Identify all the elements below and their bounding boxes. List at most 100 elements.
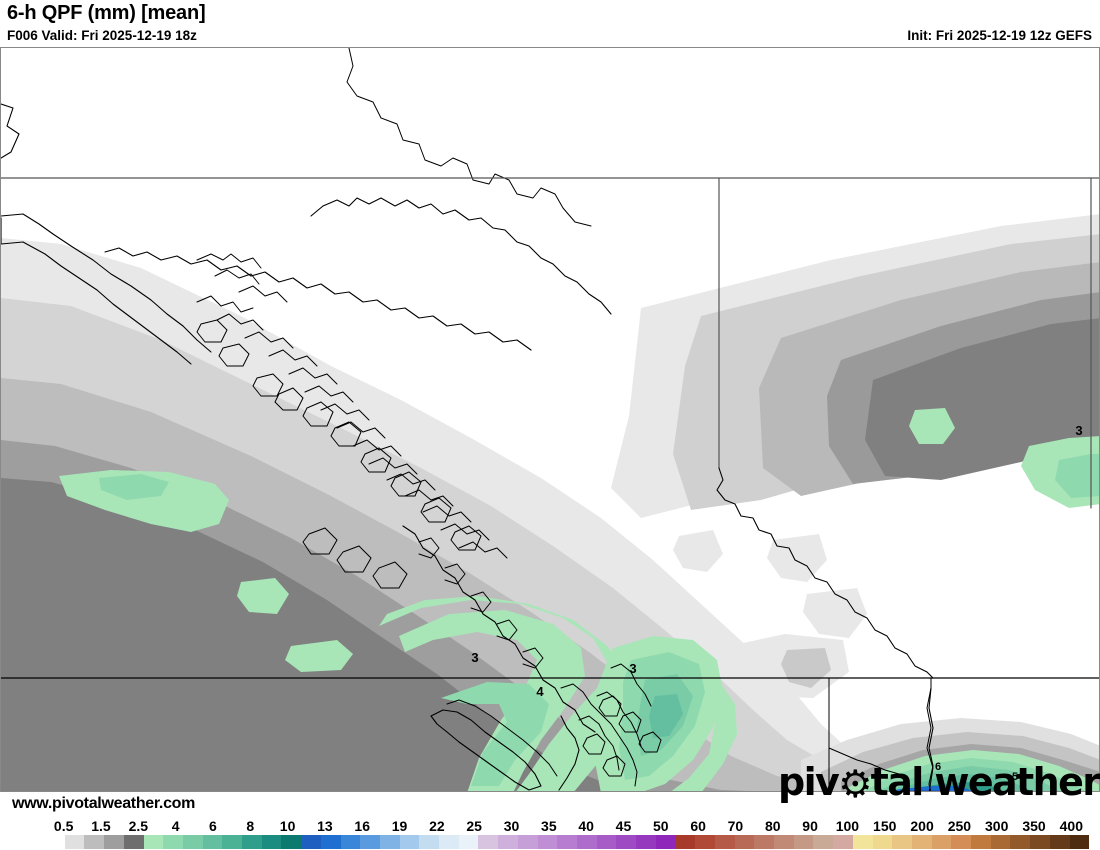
contour-label-3-1: 3 xyxy=(471,650,478,665)
contour-label-4-3: 4 xyxy=(536,684,544,699)
brand-text-part1: piv xyxy=(778,760,840,804)
colorbar-swatch-41 xyxy=(852,835,873,849)
colorbar-swatch-25 xyxy=(537,835,558,849)
coastline-wa-or-outer xyxy=(558,715,580,791)
colorbar-swatch-35 xyxy=(734,835,755,849)
contour-green-strip-1 xyxy=(285,640,353,672)
colorbar-label-45: 45 xyxy=(615,818,632,834)
coastline-islands-puget xyxy=(582,695,662,777)
contour-south-blue1 xyxy=(889,786,974,791)
colorbar-swatch-38 xyxy=(793,835,814,849)
colorbar-label-350: 350 xyxy=(1022,818,1046,834)
map-outlines-group xyxy=(1,48,1099,791)
colorbar-swatch-45 xyxy=(931,835,952,849)
colorbar-swatch-52 xyxy=(1069,835,1090,849)
colorbar-label-100: 100 xyxy=(835,818,860,834)
colorbar-swatch-44 xyxy=(911,835,932,849)
coastline-vancouver-island-strait xyxy=(446,699,558,777)
map-panel[interactable]: 3 3 3 4 6 5 xyxy=(0,47,1100,792)
colorbar-label-4: 4 xyxy=(171,818,180,834)
gear-icon: ⚙ xyxy=(838,762,872,806)
colorbar-swatch-42 xyxy=(872,835,893,849)
contour-green-island-cell xyxy=(237,578,289,614)
colorbar-swatch-17 xyxy=(379,835,400,849)
contour-cell-a xyxy=(673,530,723,572)
coastline-vancouver-island xyxy=(430,709,542,791)
colorbar-swatch-33 xyxy=(695,835,715,849)
colorbar-label-150: 150 xyxy=(873,818,897,834)
colorbar-swatch-7 xyxy=(182,835,203,849)
qpf-contour-map: 3 3 3 4 6 5 xyxy=(1,48,1099,791)
colorbar-swatch-3 xyxy=(104,835,124,849)
colorbar-swatch-5 xyxy=(143,835,164,849)
colorbar-label-70: 70 xyxy=(727,818,744,834)
colorbar-label-80: 80 xyxy=(764,818,781,834)
contour-south-blue2 xyxy=(905,790,944,791)
coastline-bc-inlets xyxy=(418,537,544,669)
coastline-islands-cluster-3 xyxy=(302,447,482,589)
colorbar-swatch-29 xyxy=(616,835,637,849)
colorbar-swatch-23 xyxy=(498,835,518,849)
colorbar-label-60: 60 xyxy=(690,818,706,834)
colorbar-swatch-1 xyxy=(64,835,85,849)
colorbar-label-35: 35 xyxy=(541,818,557,834)
colorbar-swatch-8 xyxy=(202,835,223,849)
colorbar-swatch-34 xyxy=(714,835,735,849)
colorbar-swatch-0 xyxy=(45,835,65,849)
coastline-alaska-panhandle xyxy=(1,103,212,365)
contour-label-6-4: 6 xyxy=(935,761,941,773)
page-title: 6-h QPF (mm) [mean] xyxy=(7,2,206,24)
colorbar-swatch-18 xyxy=(399,835,420,849)
contour-fill-group xyxy=(1,214,1099,791)
init-time-label: Init: Fri 2025-12-19 12z GEFS xyxy=(907,28,1092,43)
colorbar-swatch-49 xyxy=(1010,835,1031,849)
colorbar-swatch-39 xyxy=(813,835,834,849)
colorbar-label-2.5: 2.5 xyxy=(128,818,149,834)
colorbar-label-0.5: 0.5 xyxy=(53,818,74,834)
colorbar-label-50: 50 xyxy=(653,818,669,834)
colorbar-swatch-9 xyxy=(222,835,243,849)
colorbar-swatch-15 xyxy=(340,835,361,849)
colorbar-label-400: 400 xyxy=(1059,818,1084,834)
colorbar-swatch-51 xyxy=(1049,835,1070,849)
colorbar-swatch-2 xyxy=(84,835,105,849)
colorbar-label-90: 90 xyxy=(802,818,818,834)
contour-label-5-5: 5 xyxy=(1012,771,1018,783)
colorbar-label-200: 200 xyxy=(910,818,934,834)
colorbar-swatch-50 xyxy=(1030,835,1050,849)
contour-label-group: 3 3 3 4 6 5 xyxy=(471,423,1082,783)
coastline-islands-archipelago xyxy=(196,253,508,559)
colorbar-swatch-14 xyxy=(320,835,341,849)
coastline-islands-cluster-2 xyxy=(196,319,362,447)
contour-green2-offshore xyxy=(99,474,169,500)
colorbar-label-13: 13 xyxy=(317,818,333,834)
colorbar-label-19: 19 xyxy=(391,818,408,834)
colorbar-label-250: 250 xyxy=(947,818,972,834)
colorbar-swatch-21 xyxy=(458,835,479,849)
colorbar-swatch-46 xyxy=(951,835,972,849)
colorbar-swatch-28 xyxy=(596,835,617,849)
colorbar-swatch-40 xyxy=(833,835,853,849)
contour-cell-c xyxy=(803,588,867,638)
colorbar-swatch-36 xyxy=(754,835,775,849)
colorbar-swatch-27 xyxy=(576,835,597,849)
colorbar-swatch-26 xyxy=(557,835,577,849)
colorbar-swatch-47 xyxy=(971,835,991,849)
contour-green-ne-small xyxy=(909,408,955,444)
coastline-panhandle-mainland-upper xyxy=(104,247,532,351)
colorbar-legend: 0.5 1.5 2.5 4 6 8 10 13 16 19 22 25 30 35 40 45 50 60 70 80… xyxy=(0,818,1100,850)
colorbar-swatch-22 xyxy=(478,835,499,849)
colorbar-swatch-24 xyxy=(517,835,538,849)
colorbar-swatch-12 xyxy=(281,835,302,849)
colorbar-swatch-19 xyxy=(419,835,440,849)
colorbar-label-40: 40 xyxy=(578,818,594,834)
brand-text-part2: tal weather xyxy=(870,760,1100,804)
colorbar-swatch-16 xyxy=(360,835,380,849)
colorbar-swatch-32 xyxy=(675,835,696,849)
colorbar-swatch-43 xyxy=(892,835,912,849)
colorbar-labels: 0.5 1.5 2.5 4 6 8 10 13 16 19 22 25 30 35 40 45 50 60 70 80… xyxy=(0,818,1100,834)
colorbar-label-16: 16 xyxy=(354,818,371,834)
colorbar-swatch-31 xyxy=(655,835,676,849)
colorbar-label-6: 6 xyxy=(209,818,217,834)
colorbar-swatch-20 xyxy=(439,835,459,849)
